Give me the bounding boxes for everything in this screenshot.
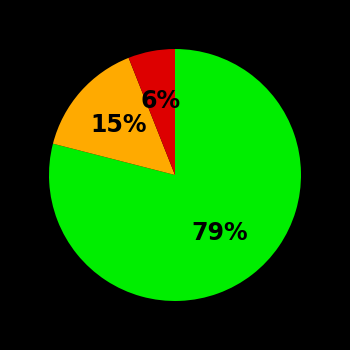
Wedge shape [53, 58, 175, 175]
Text: 79%: 79% [191, 221, 248, 245]
Wedge shape [49, 49, 301, 301]
Text: 6%: 6% [141, 89, 181, 113]
Text: 15%: 15% [90, 113, 147, 137]
Wedge shape [128, 49, 175, 175]
